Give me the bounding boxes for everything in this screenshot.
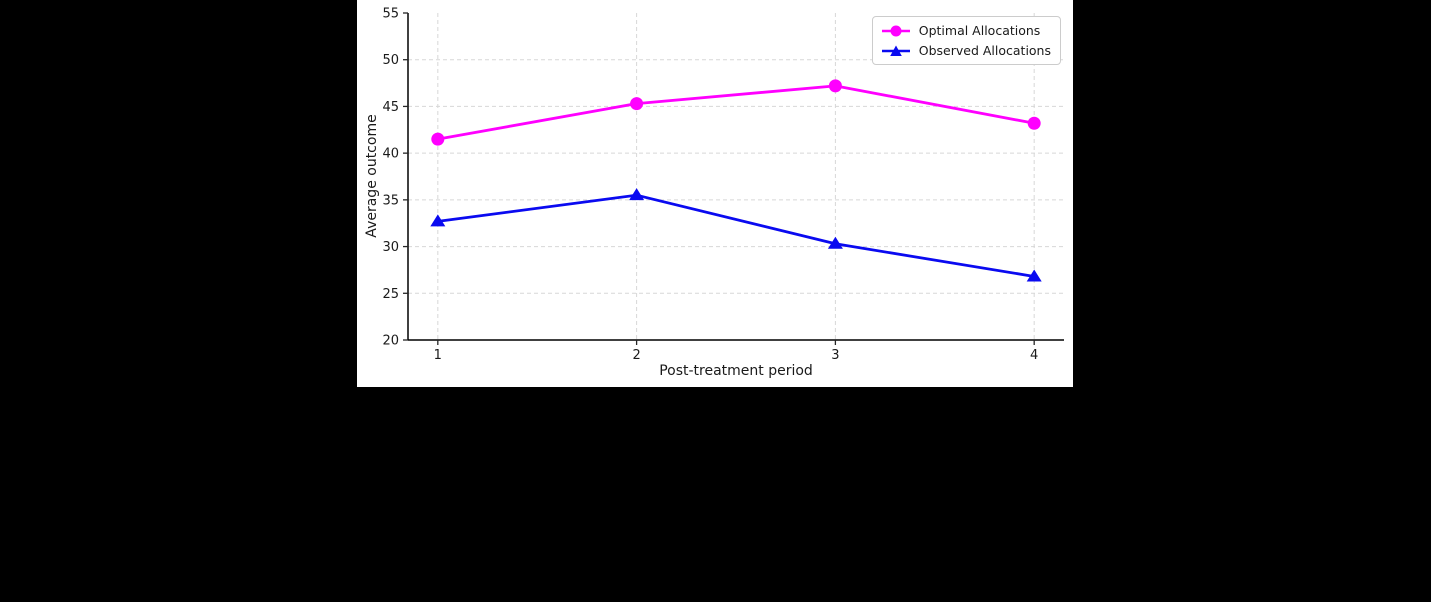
axes-spines <box>407 13 1064 341</box>
svg-text:50: 50 <box>382 53 399 68</box>
legend-marker-observed-icon <box>881 45 910 56</box>
svg-text:45: 45 <box>382 100 399 115</box>
legend-item-optimal: Optimal Allocations <box>881 22 1051 39</box>
svg-text:40: 40 <box>382 147 399 162</box>
x-axis-label: Post-treatment period <box>659 363 813 379</box>
y-axis-label: Average outcome <box>364 114 380 237</box>
svg-text:30: 30 <box>382 240 399 255</box>
svg-text:3: 3 <box>831 348 839 363</box>
svg-text:2: 2 <box>632 348 640 363</box>
svg-text:4: 4 <box>1030 348 1038 363</box>
svg-text:20: 20 <box>382 334 399 349</box>
tick-labels: 20 25 30 35 40 45 50 55 1 2 3 4 <box>382 7 1038 364</box>
legend-item-observed: Observed Allocations <box>881 42 1051 59</box>
svg-text:35: 35 <box>382 193 399 208</box>
chart-svg: 20 25 30 35 40 45 50 55 1 2 3 4 Post-treatment peri… <box>364 7 1064 379</box>
svg-text:25: 25 <box>382 287 399 302</box>
series-lines <box>430 79 1042 282</box>
legend-marker-optimal-icon <box>881 25 910 36</box>
svg-text:55: 55 <box>382 7 399 22</box>
legend-label-optimal: Optimal Allocations <box>918 23 1041 38</box>
chart-figure: 20 25 30 35 40 45 50 55 1 2 3 4 Post-treatment peri… <box>357 0 1073 387</box>
legend-label-observed: Observed Allocations <box>918 43 1051 58</box>
axis-ticks <box>403 12 1035 345</box>
legend: Optimal Allocations Observed Allocations <box>871 16 1061 65</box>
svg-text:1: 1 <box>434 348 442 363</box>
